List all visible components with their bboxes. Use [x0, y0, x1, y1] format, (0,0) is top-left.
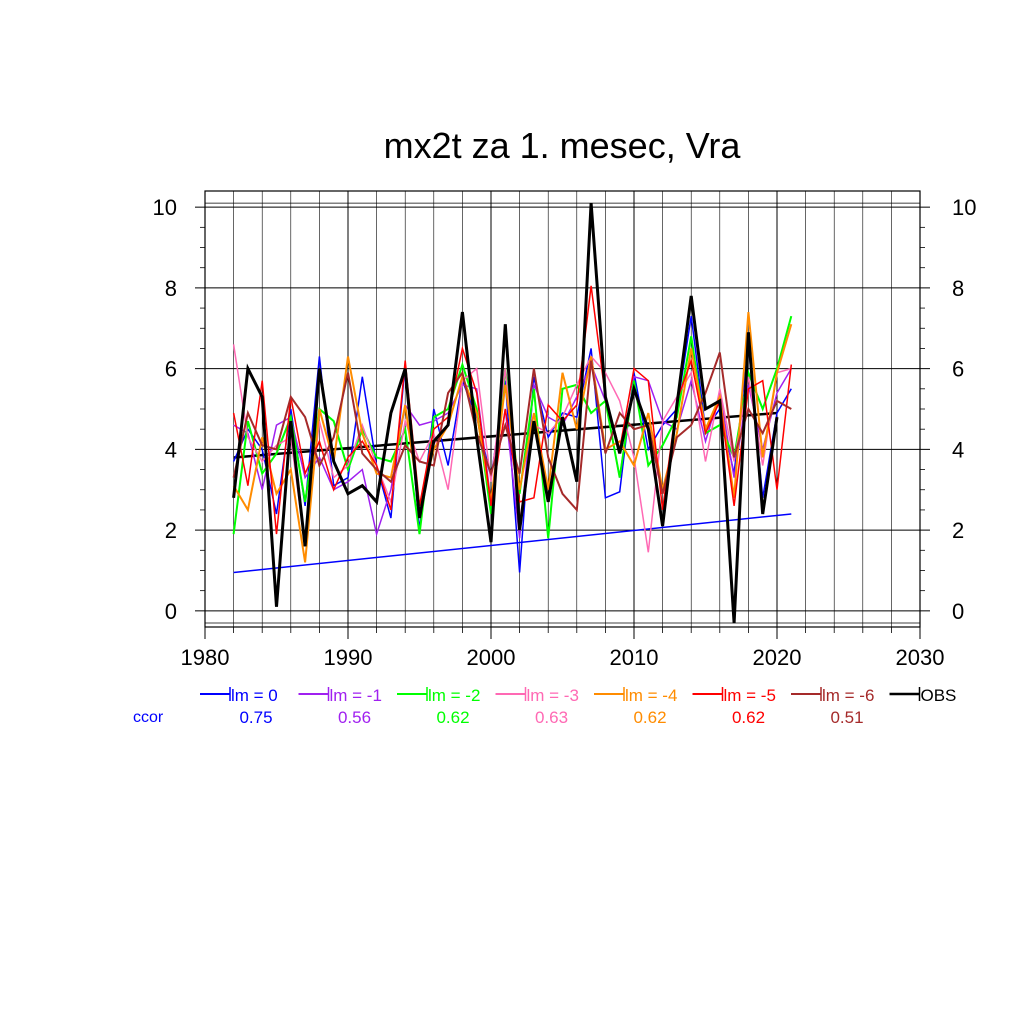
- grid-lines: [205, 191, 920, 627]
- x-tick-label: 1990: [324, 645, 373, 670]
- y-tick-label-right: 2: [952, 518, 964, 543]
- legend-label: lm = -6: [822, 686, 874, 705]
- y-tick-label-right: 0: [952, 599, 964, 624]
- series-line: [232, 285, 793, 535]
- legend-ccor-value: 0.75: [239, 708, 272, 727]
- legend-label: lm = -2: [428, 686, 480, 705]
- legend-label: lm = -1: [330, 686, 382, 705]
- y-tick-label-left: 0: [165, 599, 177, 624]
- series-line: [232, 202, 779, 624]
- legend: ccor lm = 0 0.75 lm = -1 0.56 lm = -2 0.62 lm …: [133, 686, 956, 727]
- legend-ccor-value: 0.51: [830, 708, 863, 727]
- axis-ticks: 1980 1990 2000 2010 2020 2030 0 0 2 2 4 4 6 6 8 8 10 10: [153, 195, 977, 670]
- x-tick-label: 1980: [181, 645, 230, 670]
- x-tick-label: 2030: [896, 645, 945, 670]
- y-tick-label-left: 6: [165, 357, 177, 382]
- legend-label: lm = 0: [231, 686, 278, 705]
- x-tick-label: 2020: [753, 645, 802, 670]
- legend-ccor-value: 0.62: [732, 708, 765, 727]
- y-tick-label-right: 4: [952, 437, 964, 462]
- ccor-label: ccor: [133, 709, 164, 726]
- chart-title: mx2t za 1. mesec, Vra: [384, 125, 742, 166]
- series-line: [232, 352, 792, 513]
- y-tick-label-left: 10: [153, 195, 177, 220]
- y-tick-label-left: 4: [165, 437, 177, 462]
- y-tick-label-right: 8: [952, 276, 964, 301]
- y-tick-label-left: 2: [165, 518, 177, 543]
- legend-label: lm = -4: [625, 686, 677, 705]
- trend-line: [233, 513, 792, 574]
- legend-label: lm = -5: [724, 686, 776, 705]
- x-tick-label: 2010: [610, 645, 659, 670]
- y-tick-label-right: 10: [952, 195, 976, 220]
- legend-label: OBS: [921, 686, 957, 705]
- trend-lines: [233, 411, 792, 574]
- y-tick-label-right: 6: [952, 357, 964, 382]
- plot-border: [204, 190, 921, 628]
- plot-frame: [204, 190, 921, 628]
- trend-line: [233, 411, 778, 459]
- legend-ccor-value: 0.62: [436, 708, 469, 727]
- legend-ccor-value: 0.63: [535, 708, 568, 727]
- x-tick-label: 2000: [467, 645, 516, 670]
- legend-label: lm = -3: [527, 686, 579, 705]
- legend-ccor-value: 0.56: [338, 708, 371, 727]
- legend-ccor-value: 0.62: [633, 708, 666, 727]
- data-series: [232, 202, 793, 624]
- y-tick-label-left: 8: [165, 276, 177, 301]
